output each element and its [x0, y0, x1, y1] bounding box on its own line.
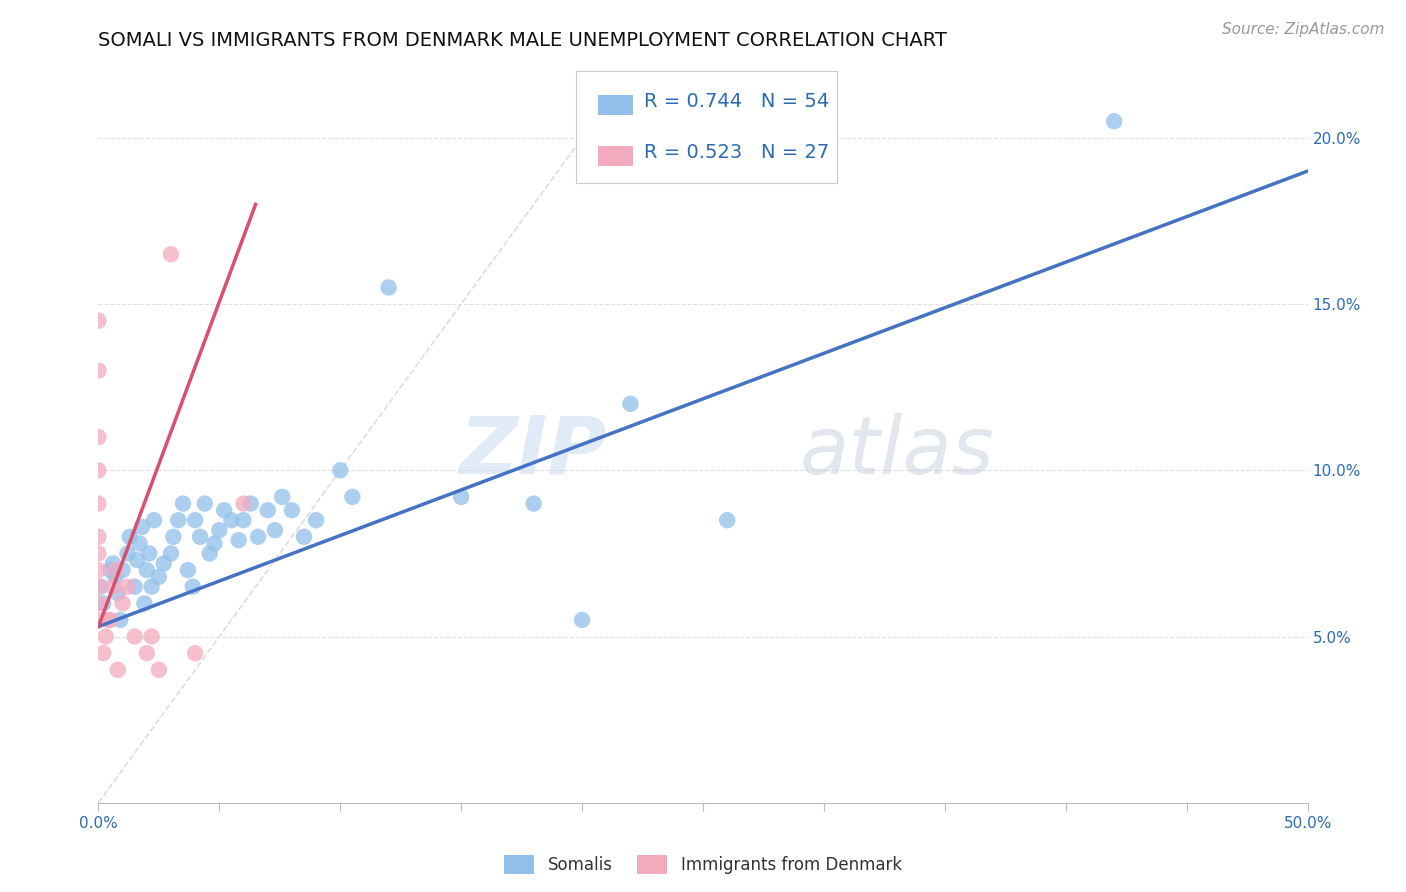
Point: [523, 497, 546, 511]
Point: [117, 546, 139, 560]
Point: [619, 397, 641, 411]
Point: [232, 513, 254, 527]
Text: R = 0.523   N = 27: R = 0.523 N = 27: [644, 144, 830, 162]
Point: [1102, 114, 1125, 128]
Point: [184, 513, 207, 527]
Point: [91, 646, 114, 660]
Point: [188, 530, 211, 544]
Point: [143, 513, 166, 527]
Point: [87, 546, 110, 560]
Point: [221, 513, 243, 527]
Point: [281, 503, 304, 517]
Point: [177, 563, 200, 577]
Point: [87, 563, 110, 577]
Point: [107, 663, 129, 677]
Point: [87, 430, 110, 444]
Point: [377, 280, 399, 294]
Text: ZIP: ZIP: [458, 413, 606, 491]
Point: [118, 530, 141, 544]
Point: [87, 363, 110, 377]
Point: [239, 497, 262, 511]
Point: [194, 497, 217, 511]
Point: [135, 646, 157, 660]
Point: [104, 570, 127, 584]
Point: [264, 523, 287, 537]
Point: [87, 463, 110, 477]
Text: R = 0.744   N = 54: R = 0.744 N = 54: [644, 92, 830, 111]
Point: [342, 490, 364, 504]
Point: [167, 513, 190, 527]
Point: [184, 646, 207, 660]
Point: [172, 497, 194, 511]
Text: 0.0%: 0.0%: [79, 816, 118, 831]
Point: [232, 497, 254, 511]
Point: [101, 557, 124, 571]
Point: [87, 314, 110, 328]
Point: [148, 663, 170, 677]
Point: [152, 557, 174, 571]
Text: Source: ZipAtlas.com: Source: ZipAtlas.com: [1222, 22, 1385, 37]
Point: [87, 530, 110, 544]
Point: [160, 247, 183, 261]
Point: [329, 463, 352, 477]
Point: [87, 580, 110, 594]
Point: [204, 536, 226, 550]
Point: [124, 580, 146, 594]
Text: 50.0%: 50.0%: [1284, 816, 1331, 831]
Point: [104, 563, 127, 577]
Point: [160, 546, 183, 560]
Point: [131, 520, 153, 534]
Point: [256, 503, 278, 517]
Point: [111, 563, 134, 577]
Point: [292, 530, 315, 544]
Point: [101, 580, 124, 594]
Text: atlas: atlas: [800, 413, 994, 491]
Point: [87, 613, 110, 627]
Point: [117, 580, 139, 594]
Point: [212, 503, 235, 517]
Legend: Somalis, Immigrants from Denmark: Somalis, Immigrants from Denmark: [496, 847, 910, 882]
Point: [111, 596, 134, 610]
Point: [124, 630, 146, 644]
Point: [100, 613, 122, 627]
Point: [247, 530, 270, 544]
Point: [162, 530, 184, 544]
Point: [181, 580, 204, 594]
Point: [141, 580, 163, 594]
Point: [148, 570, 170, 584]
Point: [450, 490, 472, 504]
Point: [94, 630, 117, 644]
Point: [87, 497, 110, 511]
Point: [271, 490, 294, 504]
Point: [135, 563, 157, 577]
Point: [128, 536, 150, 550]
Point: [97, 613, 120, 627]
Point: [571, 613, 593, 627]
Point: [228, 533, 250, 548]
Text: SOMALI VS IMMIGRANTS FROM DENMARK MALE UNEMPLOYMENT CORRELATION CHART: SOMALI VS IMMIGRANTS FROM DENMARK MALE U…: [98, 31, 948, 50]
Point: [208, 523, 231, 537]
Point: [87, 596, 110, 610]
Point: [100, 563, 122, 577]
Point: [127, 553, 149, 567]
Point: [91, 596, 114, 610]
Point: [141, 630, 163, 644]
Point: [716, 513, 738, 527]
Point: [138, 546, 160, 560]
Point: [305, 513, 328, 527]
Point: [108, 613, 131, 627]
Point: [90, 580, 112, 594]
Point: [134, 596, 156, 610]
Point: [198, 546, 221, 560]
Point: [107, 586, 129, 600]
